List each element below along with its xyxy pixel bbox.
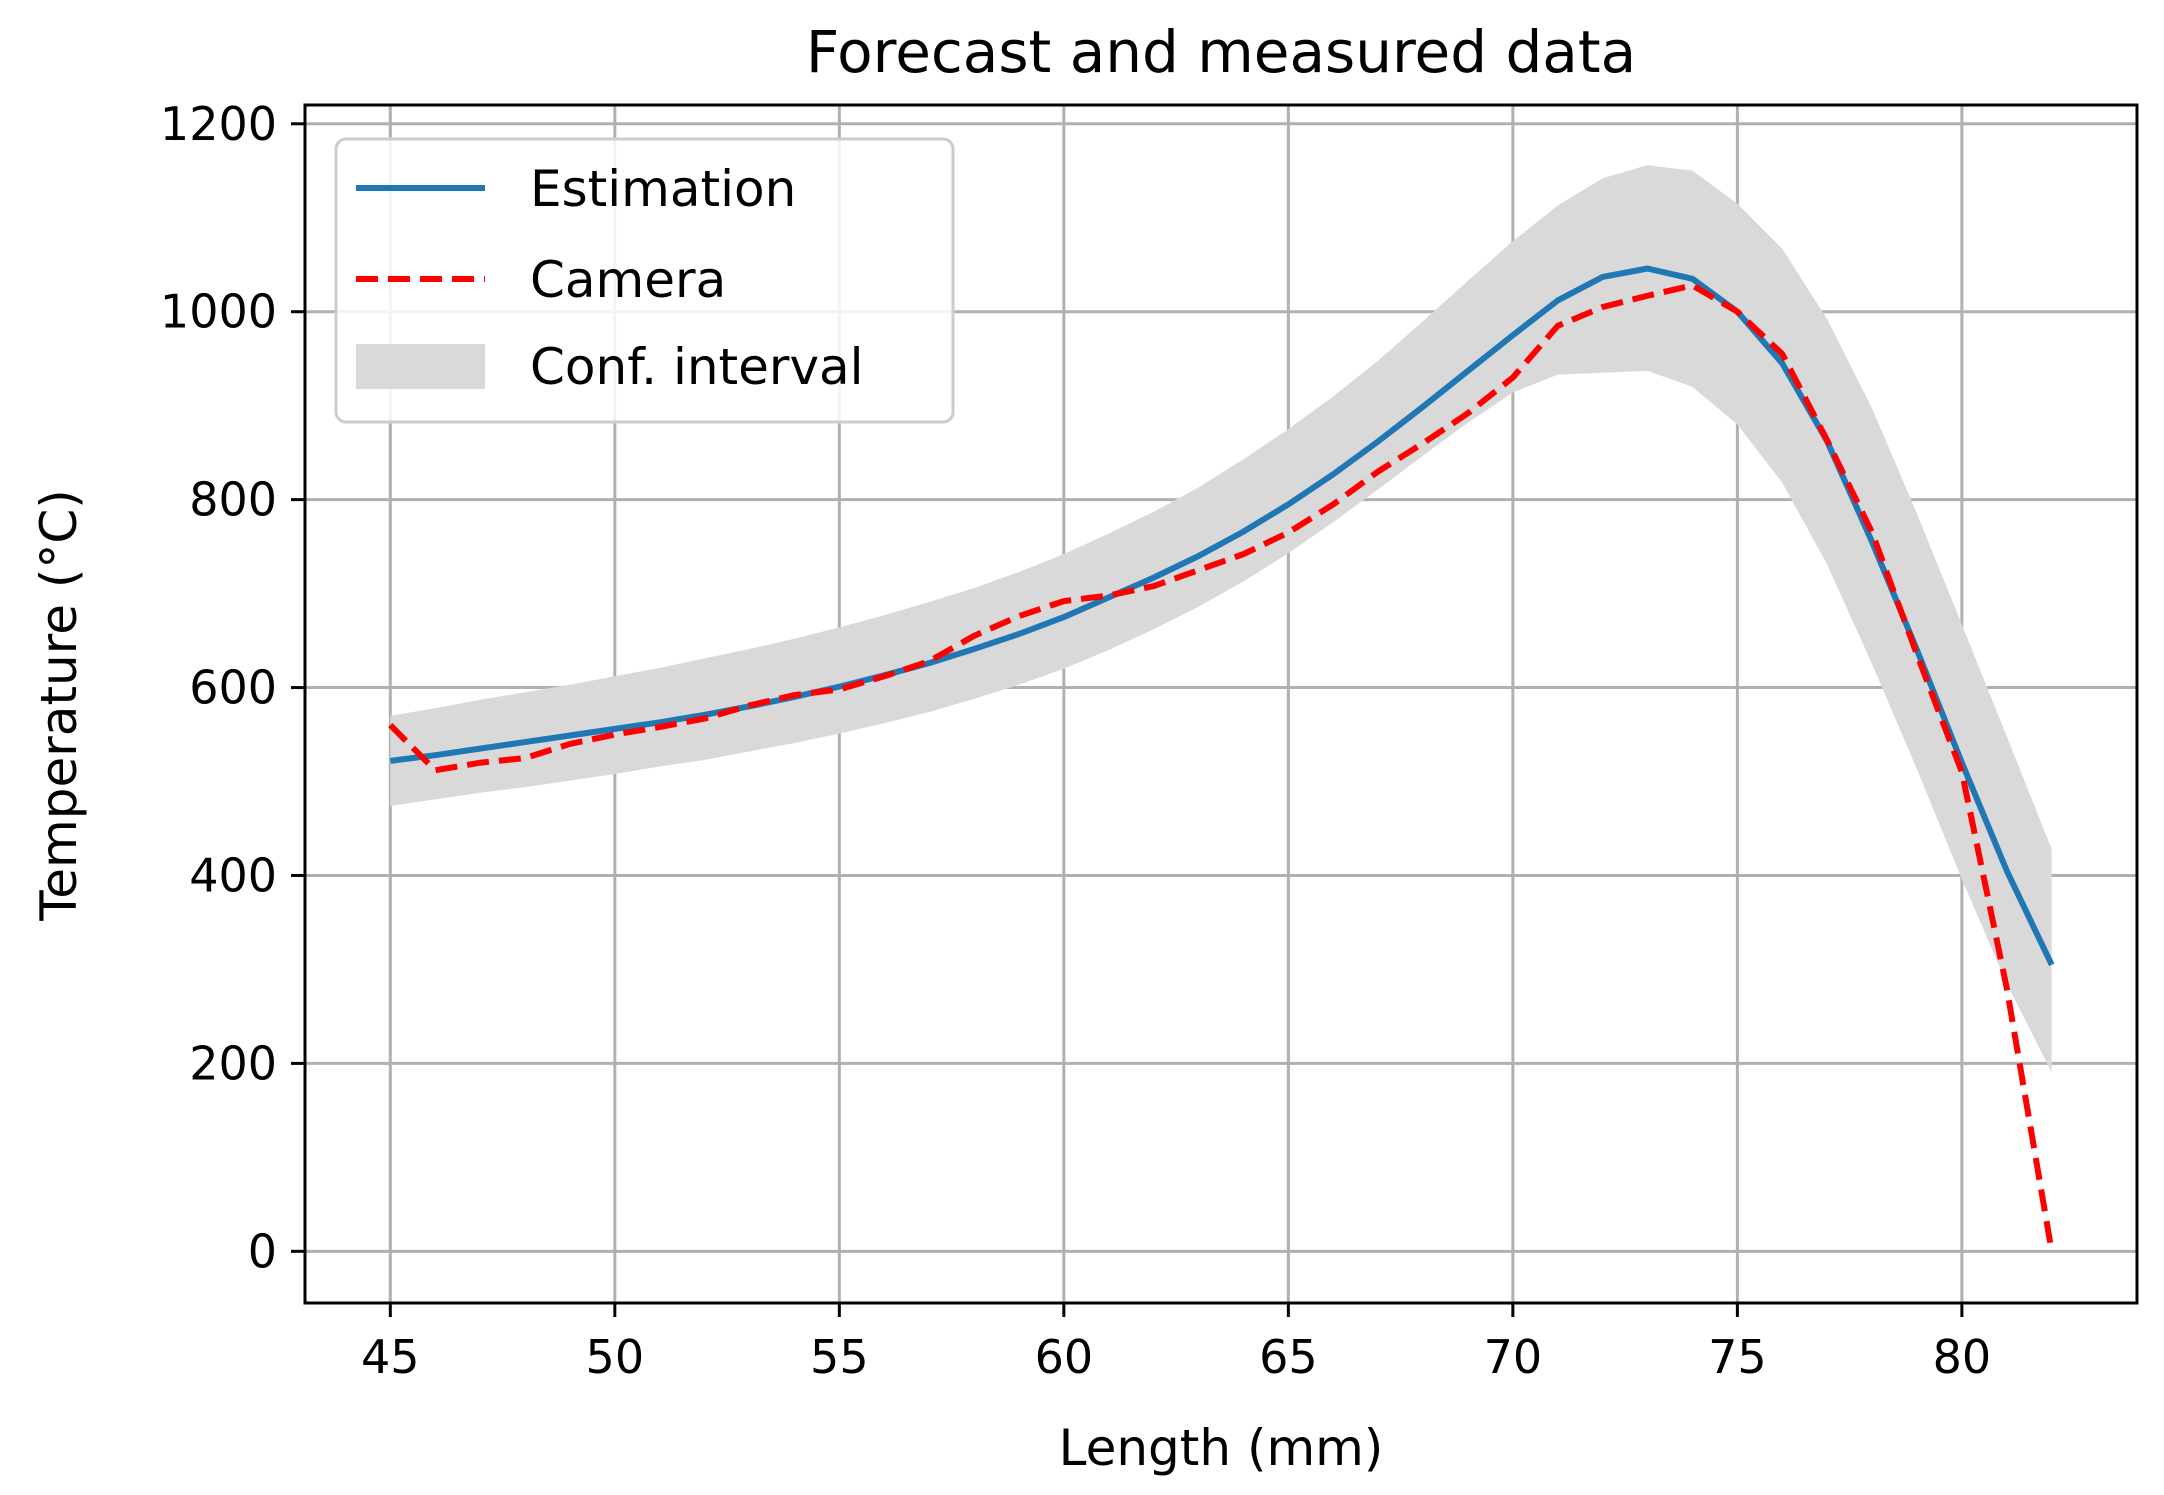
y-tick-label: 600 <box>189 661 277 715</box>
y-tick-label: 1000 <box>160 285 277 339</box>
y-tick-label: 800 <box>189 473 277 527</box>
x-tick-label: 50 <box>586 1330 645 1384</box>
estimation-series-line <box>389 265 2055 967</box>
legend-interval-swatch <box>356 344 485 389</box>
x-tick-label: 80 <box>1933 1330 1992 1384</box>
y-axis-label: Temperature (°C) <box>30 489 88 922</box>
y-tick-label: 1200 <box>160 97 277 151</box>
x-tick-label: 65 <box>1259 1330 1318 1384</box>
y-tick-label: 400 <box>189 848 277 902</box>
x-axis-label: Length (mm) <box>1059 1419 1384 1477</box>
plot-frame <box>303 103 2139 1305</box>
x-axis-ticks: 45 50 55 60 65 70 75 80 <box>361 1303 1991 1384</box>
legend-estimation-label: Estimation <box>530 160 796 218</box>
legend-interval-label: Conf. interval <box>530 338 864 396</box>
x-tick-label: 55 <box>810 1330 869 1384</box>
legend-box <box>334 137 955 424</box>
x-tick-label: 45 <box>361 1330 420 1384</box>
legend: Estimation Camera Conf. interval <box>334 137 955 424</box>
y-tick-label: 200 <box>189 1036 277 1090</box>
x-tick-label: 70 <box>1484 1330 1543 1384</box>
y-tick-label: 0 <box>248 1224 277 1278</box>
x-tick-label: 60 <box>1035 1330 1094 1384</box>
chart-title: Forecast and measured data <box>806 18 1636 86</box>
y-axis-ticks: 0 200 400 600 800 1000 1200 <box>160 97 305 1278</box>
legend-camera-label: Camera <box>530 251 726 309</box>
x-tick-label: 75 <box>1708 1330 1767 1384</box>
camera-series-line <box>388 282 2055 1252</box>
